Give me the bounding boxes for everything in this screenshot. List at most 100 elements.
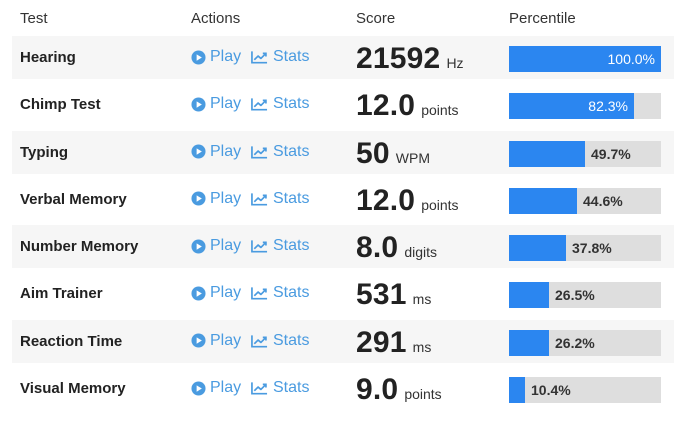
percentile-bar-fill — [509, 93, 634, 120]
line-chart-icon — [251, 192, 268, 206]
play-link[interactable]: Play — [191, 143, 241, 161]
percentile-bar: 10.4% — [509, 377, 661, 404]
percentile-bar: 37.8% — [509, 235, 661, 262]
stats-link[interactable]: Stats — [251, 284, 309, 302]
stats-link[interactable]: Stats — [251, 48, 309, 66]
play-label: Play — [210, 237, 242, 255]
score: 291 ms — [356, 326, 431, 360]
play-circle-icon — [191, 49, 206, 65]
score-unit: Hz — [446, 55, 464, 71]
score-value: 12.0 — [356, 183, 416, 217]
score-value: 8.0 — [356, 231, 399, 265]
score: 8.0 digits — [356, 231, 437, 265]
table-row: Typing Play Stats 50 WPM 49.7% — [12, 130, 674, 174]
score-unit: ms — [412, 338, 432, 355]
line-chart-icon — [251, 381, 268, 395]
line-chart-icon — [251, 334, 268, 348]
stats-label: Stats — [273, 48, 310, 65]
play-circle-icon — [191, 286, 206, 301]
table-row: Hearing Play Stats 21592 Hz 100.0% — [12, 36, 674, 79]
play-label: Play — [210, 331, 242, 349]
test-name: Reaction Time — [20, 332, 123, 350]
percentile-bar-fill — [509, 140, 585, 167]
score-value: 50 — [356, 136, 390, 170]
table-row: Reaction Time Play Stats 291 ms 26.2% — [12, 319, 674, 363]
stats-label: Stats — [273, 95, 310, 113]
stats-link[interactable]: Stats — [251, 95, 309, 113]
score-unit: points — [404, 386, 442, 403]
score-unit: points — [421, 102, 459, 119]
percentile-label: 37.8% — [572, 240, 612, 257]
column-header-actions: Actions — [191, 10, 241, 27]
stats-link[interactable]: Stats — [251, 190, 309, 208]
play-label: Play — [210, 142, 242, 160]
play-circle-icon — [191, 239, 206, 254]
test-name: Visual Memory — [20, 380, 126, 398]
score-value: 291 — [356, 325, 407, 359]
percentile-label: 26.2% — [555, 334, 595, 351]
percentile-label: 82.3% — [588, 98, 628, 115]
score-unit: digits — [404, 244, 437, 261]
percentile-bar: 100.0% — [509, 46, 661, 72]
score-unit: points — [421, 196, 459, 213]
play-circle-icon — [191, 381, 206, 396]
stats-link[interactable]: Stats — [251, 379, 309, 397]
score: 12.0 points — [356, 89, 459, 123]
stats-label: Stats — [273, 379, 310, 397]
play-link[interactable]: Play — [191, 190, 241, 208]
percentile-bar-fill — [509, 46, 661, 72]
score-value: 12.0 — [356, 89, 416, 123]
percentile-bar: 44.6% — [509, 187, 661, 214]
play-link[interactable]: Play — [191, 379, 241, 397]
play-circle-icon — [191, 97, 206, 112]
stats-label: Stats — [273, 142, 310, 160]
score-value: 9.0 — [356, 373, 399, 407]
line-chart-icon — [251, 50, 268, 64]
table-row: Chimp Test Play Stats 12.0 points 82.3% — [12, 83, 674, 126]
stats-label: Stats — [273, 189, 310, 207]
percentile-label: 26.5% — [555, 287, 595, 304]
score: 531 ms — [356, 278, 431, 312]
play-link[interactable]: Play — [191, 284, 241, 302]
test-name: Typing — [20, 143, 69, 161]
column-header-test: Test — [20, 10, 48, 27]
test-name: Number Memory — [20, 238, 139, 256]
table-row: Aim Trainer Play Stats 531 ms 26.5% — [12, 272, 674, 315]
table-row: Verbal Memory Play Stats 12.0 points 44.6% — [12, 178, 674, 221]
test-name: Hearing — [20, 49, 76, 66]
stats-link[interactable]: Stats — [251, 237, 309, 255]
percentile-label: 44.6% — [583, 192, 623, 209]
results-table: Test Actions Score Percentile Hearing Pla… — [0, 10, 690, 410]
play-circle-icon — [191, 144, 206, 159]
score: 12.0 points — [356, 184, 459, 218]
play-link[interactable]: Play — [191, 48, 241, 66]
play-link[interactable]: Play — [191, 237, 241, 255]
percentile-bar-fill — [509, 282, 549, 309]
percentile-bar-fill — [509, 187, 577, 214]
stats-label: Stats — [273, 331, 310, 349]
percentile-bar-fill — [509, 329, 549, 356]
percentile-bar: 26.2% — [509, 329, 661, 356]
score-value: 531 — [356, 278, 407, 312]
column-header-score: Score — [356, 10, 396, 27]
play-link[interactable]: Play — [191, 95, 241, 113]
score-value: 21592 — [356, 42, 441, 75]
line-chart-icon — [251, 145, 268, 159]
play-link[interactable]: Play — [191, 332, 241, 350]
table-row: Number Memory Play Stats 8.0 digits 37.8% — [12, 225, 674, 269]
stats-label: Stats — [273, 284, 310, 302]
line-chart-icon — [251, 286, 268, 301]
table-body: Hearing Play Stats 21592 Hz 100.0% Chimp Test P… — [0, 36, 690, 410]
play-label: Play — [210, 379, 242, 397]
play-label: Play — [210, 284, 242, 302]
percentile-bar-fill — [509, 235, 566, 262]
score-unit: ms — [412, 291, 432, 308]
stats-link[interactable]: Stats — [251, 332, 309, 350]
play-label: Play — [210, 189, 242, 207]
stats-link[interactable]: Stats — [251, 143, 309, 161]
score-unit: WPM — [395, 149, 430, 166]
score: 50 WPM — [356, 137, 430, 171]
score: 9.0 points — [356, 373, 442, 407]
table-row: Visual Memory Play Stats 9.0 points 10.4% — [12, 367, 674, 410]
percentile-bar: 26.5% — [509, 282, 661, 309]
